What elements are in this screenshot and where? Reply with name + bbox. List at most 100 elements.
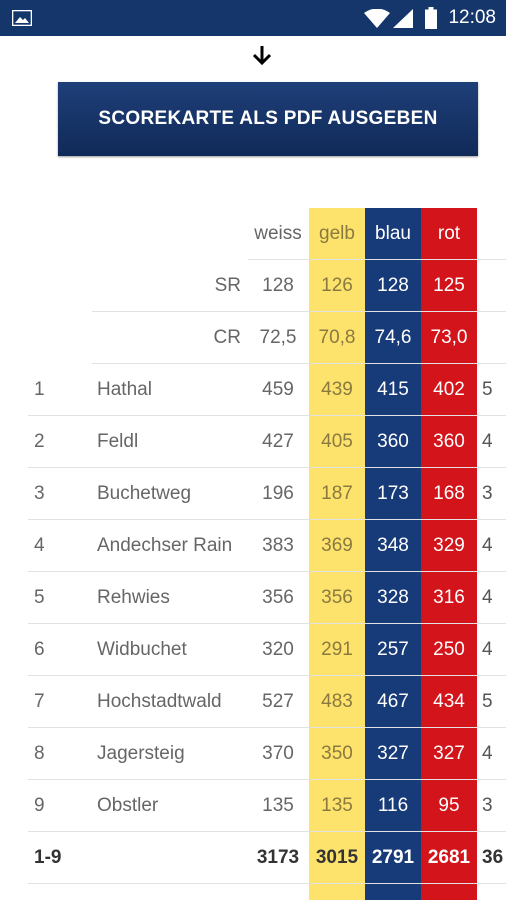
hole-par: 4: [482, 743, 493, 764]
total-gelb: 3015: [315, 847, 359, 868]
value-rot: 73,0: [430, 327, 468, 348]
value-weiss: 135: [262, 795, 294, 816]
value-gelb: 187: [321, 483, 353, 504]
hole-name: Jagersteig: [97, 743, 185, 764]
total-label: 1-9: [34, 847, 62, 868]
hole-number: 8: [34, 743, 45, 764]
wifi-icon: [364, 9, 390, 28]
value-gelb: 439: [321, 379, 353, 400]
hole-par: 4: [482, 639, 493, 660]
value-blau: 257: [377, 639, 409, 660]
hole-par: 3: [482, 795, 493, 816]
hole-row: 7 Hochstadtwald 527 483 467 434 5: [0, 676, 506, 728]
hole-par: 4: [482, 535, 493, 556]
next-row-partial: [0, 884, 506, 900]
value-gelb: 356: [321, 587, 353, 608]
value-gelb: 70,8: [318, 327, 356, 348]
rating-label: CR: [213, 327, 241, 348]
hole-number: 3: [34, 483, 45, 504]
scorecard-table: weiss gelb blau rot SR 128 126 128 125 C…: [0, 208, 506, 900]
total-rot: 2681: [427, 847, 471, 868]
hole-name: Andechser Rain: [97, 535, 233, 556]
signal-icon: [393, 9, 413, 28]
value-weiss: 383: [262, 535, 294, 556]
value-blau: 415: [377, 379, 409, 400]
battery-icon: [425, 7, 437, 29]
hole-row: 1 Hathal 459 439 415 402 5: [0, 364, 506, 416]
value-weiss: 527: [262, 691, 294, 712]
value-blau: 328: [377, 587, 409, 608]
value-gelb: 350: [321, 743, 353, 764]
value-gelb: 483: [321, 691, 353, 712]
value-rot: 402: [433, 379, 465, 400]
hole-row: 4 Andechser Rain 383 369 348 329 4: [0, 520, 506, 572]
hole-row: 5 Rehwies 356 356 328 316 4: [0, 572, 506, 624]
hole-par: 3: [482, 483, 493, 504]
value-weiss: 356: [262, 587, 294, 608]
hole-number: 4: [34, 535, 45, 556]
hole-number: 2: [34, 431, 45, 452]
hole-row: 9 Obstler 135 135 116 95 3: [0, 780, 506, 832]
arrow-down-icon: [252, 46, 272, 66]
hole-name: Feldl: [97, 431, 139, 452]
value-gelb: 135: [321, 795, 353, 816]
hole-row: 3 Buchetweg 196 187 173 168 3: [0, 468, 506, 520]
header-blau: blau: [375, 223, 411, 244]
hole-name: Obstler: [97, 795, 159, 816]
value-blau: 360: [377, 431, 409, 452]
value-blau: 348: [377, 535, 409, 556]
value-weiss: 370: [262, 743, 294, 764]
export-pdf-button[interactable]: SCOREKARTE ALS PDF AUSGEBEN: [58, 82, 478, 156]
header-rot: rot: [437, 223, 461, 244]
value-gelb: 291: [321, 639, 353, 660]
value-gelb: 405: [321, 431, 353, 452]
value-blau: 116: [377, 795, 409, 816]
value-gelb: 369: [321, 535, 353, 556]
hole-par: 4: [482, 431, 493, 452]
header-row: weiss gelb blau rot: [0, 208, 506, 260]
total-par: 36: [482, 847, 504, 868]
value-gelb: 126: [321, 275, 353, 296]
rating-label: SR: [214, 275, 241, 296]
value-rot: 250: [433, 639, 465, 660]
value-rot: 125: [433, 275, 465, 296]
value-weiss: 320: [262, 639, 294, 660]
status-bar: 12:08: [0, 0, 506, 36]
hole-row: 6 Widbuchet 320 291 257 250 4: [0, 624, 506, 676]
header-weiss: weiss: [254, 223, 302, 244]
rating-row-sr: SR 128 126 128 125: [0, 260, 506, 312]
hole-number: 5: [34, 587, 45, 608]
gallery-icon: [12, 10, 32, 26]
total-blau: 2791: [371, 847, 415, 868]
total-weiss: 3173: [256, 847, 300, 868]
value-blau: 173: [377, 483, 409, 504]
hole-row: 8 Jagersteig 370 350 327 327 4: [0, 728, 506, 780]
hole-name: Buchetweg: [97, 483, 192, 504]
clock: 12:08: [448, 7, 496, 28]
hole-name: Hathal: [97, 379, 152, 400]
hole-number: 7: [34, 691, 45, 712]
value-rot: 316: [433, 587, 465, 608]
value-blau: 327: [377, 743, 409, 764]
value-weiss: 72,5: [259, 327, 297, 348]
value-rot: 434: [433, 691, 465, 712]
hole-number: 6: [34, 639, 45, 660]
value-rot: 360: [433, 431, 465, 452]
hole-row: 2 Feldl 427 405 360 360 4: [0, 416, 506, 468]
value-weiss: 128: [262, 275, 294, 296]
rating-row-cr: CR 72,5 70,8 74,6 73,0: [0, 312, 506, 364]
header-gelb: gelb: [319, 223, 355, 244]
value-rot: 327: [433, 743, 465, 764]
hole-par: 5: [482, 691, 493, 712]
total-row: 1-9 3173 3015 2791 2681 36: [0, 832, 506, 884]
hole-name: Widbuchet: [97, 639, 187, 660]
hole-name: Hochstadtwald: [97, 691, 222, 712]
value-blau: 467: [377, 691, 409, 712]
value-rot: 329: [433, 535, 465, 556]
hole-par: 5: [482, 379, 493, 400]
hole-name: Rehwies: [97, 587, 170, 608]
value-weiss: 459: [262, 379, 294, 400]
hole-par: 4: [482, 587, 493, 608]
value-weiss: 427: [262, 431, 294, 452]
value-rot: 95: [438, 795, 460, 816]
